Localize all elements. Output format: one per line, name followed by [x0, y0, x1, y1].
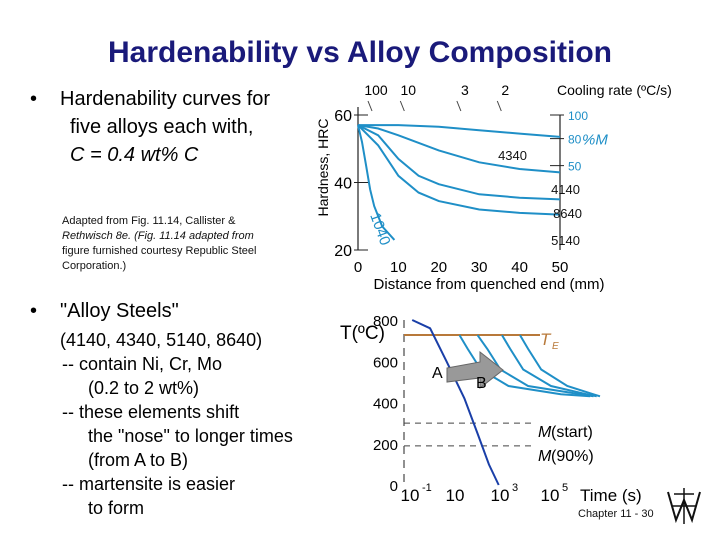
ttt-y-tick-label: 800 [373, 313, 398, 330]
top-tick-label: 2 [501, 82, 509, 98]
ms-label-m: M [538, 424, 552, 441]
ttt-x-tick-base: 10 [446, 486, 465, 505]
ttt-y-tick-label: 200 [373, 437, 398, 454]
bullet-dot-1: • [30, 88, 38, 110]
ttt-x-axis-label: Time (s) [580, 486, 642, 505]
c-curve [476, 334, 594, 398]
c-curve [519, 334, 601, 398]
te-label: T [540, 330, 552, 349]
ttt-x-tick-exp: -1 [422, 482, 432, 494]
x-tick-label: 50 [552, 259, 569, 276]
credit-line2: Rethwisch 8e. (Fig. 11.14 adapted from [62, 230, 254, 242]
series-line-1040 [357, 124, 396, 241]
x-tick-label: 10 [390, 259, 407, 276]
bullet2-heading: "Alloy Steels" [60, 300, 179, 322]
series-label-4340: 4340 [498, 148, 527, 163]
x-tick-label: 20 [430, 259, 447, 276]
series-label-8640: 8640 [553, 206, 582, 221]
bullet2-l7: -- martensite is easier [62, 474, 236, 494]
label-a: A [432, 365, 443, 382]
top-tick-label: 10 [401, 82, 417, 98]
m90-label-m: M [538, 448, 552, 465]
credit-line4: Corporation.) [62, 260, 127, 272]
series-line-8640 [357, 124, 561, 201]
chapter-footer: Chapter 11 - 30 [578, 508, 654, 520]
x-tick-label: 0 [354, 259, 362, 276]
top-tick-mark [399, 100, 405, 112]
ttt-x-tick-exp: 5 [562, 482, 568, 494]
series-line-4340 [358, 124, 561, 138]
top-tick-label: 3 [461, 82, 469, 98]
series-label-5140: 5140 [551, 233, 580, 248]
bullet2-l2: -- contain Ni, Cr, Mo [62, 354, 223, 374]
c-curve [458, 334, 591, 398]
series-line-5140 [357, 124, 561, 216]
shift-arrow-icon [446, 350, 504, 390]
top-tick-mark [367, 100, 373, 112]
series-label-4140: 4140 [551, 182, 580, 197]
top-tick-mark [456, 100, 462, 112]
credit-line1: Adapted from Fig. 11.14, Callister & [62, 215, 236, 227]
bullet1-line2: five alloys each with, [70, 116, 254, 138]
ttt-y-tick-label: 600 [373, 354, 398, 371]
right-tick-label: 100 [568, 109, 588, 123]
ttt-y-axis-label: T(ºC) [340, 323, 385, 344]
cooling-curve [411, 319, 500, 486]
ttt-x-tick-base: 10 [401, 486, 420, 505]
bullet1-line3: C = 0.4 wt% C [70, 144, 199, 166]
slide-title: Hardenability vs Alloy Composition [108, 36, 612, 69]
x-tick-label: 30 [471, 259, 488, 276]
x-axis-label: Distance from quenched end (mm) [374, 276, 605, 293]
bullet2-l6: (from A to B) [88, 450, 189, 470]
bullet2-l3: (0.2 to 2 wt%) [88, 378, 200, 398]
ttt-x-tick-base: 10 [541, 486, 560, 505]
y-tick-label: 40 [334, 176, 352, 193]
y-tick-label: 20 [334, 243, 352, 260]
bullet2-l8: to form [88, 498, 145, 518]
top-axis-label: Cooling rate (ºC/s) [557, 82, 672, 98]
bullet-dot-2: • [30, 300, 38, 322]
ttt-y-tick-label: 0 [390, 478, 398, 495]
university-logo-icon [667, 488, 701, 524]
m90-label-90: (90%) [551, 448, 594, 465]
top-tick-mark [496, 100, 502, 112]
top-tick-label: 100 [364, 82, 388, 98]
y-tick-label: 60 [334, 108, 352, 125]
ttt-y-tick-label: 400 [373, 396, 398, 413]
bullet2-l5: the "nose" to longer times [88, 426, 293, 446]
y-axis-label: Hardness, HRC [315, 118, 331, 216]
figure-credit: Adapted from Fig. 11.14, Callister & Ret… [62, 214, 256, 274]
bullet2-l4: -- these elements shift [62, 402, 240, 422]
credit-line3: figure furnished courtesy Republic Steel [62, 245, 257, 257]
right-axis-label: %M [582, 132, 608, 149]
c-curve [501, 334, 597, 398]
bullet2-l1: (4140, 4340, 5140, 8640) [60, 330, 263, 350]
ms-label-start: (start) [551, 424, 593, 441]
ttt-x-tick-base: 10 [491, 486, 510, 505]
series-line-4140 [357, 124, 561, 174]
bullet1-line1: Hardenability curves for [60, 88, 271, 110]
te-subscript: E [552, 341, 559, 352]
right-tick-label: 80 [568, 133, 582, 147]
ttt-x-tick-exp: 3 [512, 482, 518, 494]
label-b: B [476, 375, 487, 392]
x-tick-label: 40 [511, 259, 528, 276]
right-tick-label: 50 [568, 160, 582, 174]
